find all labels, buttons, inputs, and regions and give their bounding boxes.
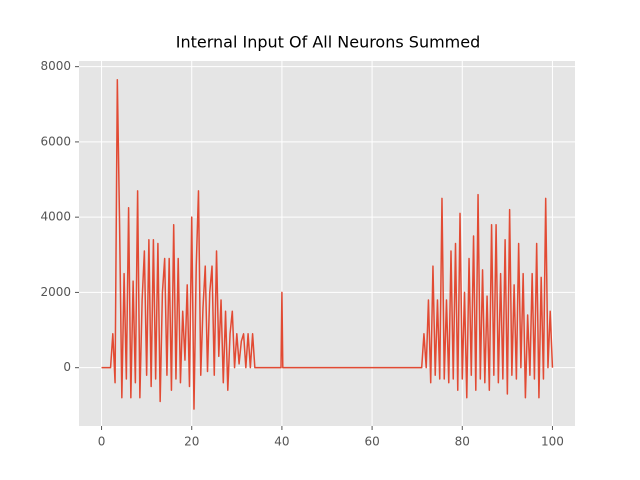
x-tick-label: 60 <box>364 435 379 449</box>
x-tick-label: 80 <box>455 435 470 449</box>
y-tick-label: 4000 <box>40 210 71 224</box>
chart-title: Internal Input Of All Neurons Summed <box>176 33 481 52</box>
x-tick-label: 40 <box>274 435 289 449</box>
y-tick-label: 0 <box>63 360 71 374</box>
y-tick-label: 8000 <box>40 59 71 73</box>
x-tick-label: 0 <box>98 435 106 449</box>
y-tick-label: 6000 <box>40 134 71 148</box>
data-line <box>101 79 554 410</box>
y-tick-label: 2000 <box>40 285 71 299</box>
x-tick-label: 20 <box>184 435 199 449</box>
x-tick-label: 100 <box>541 435 564 449</box>
